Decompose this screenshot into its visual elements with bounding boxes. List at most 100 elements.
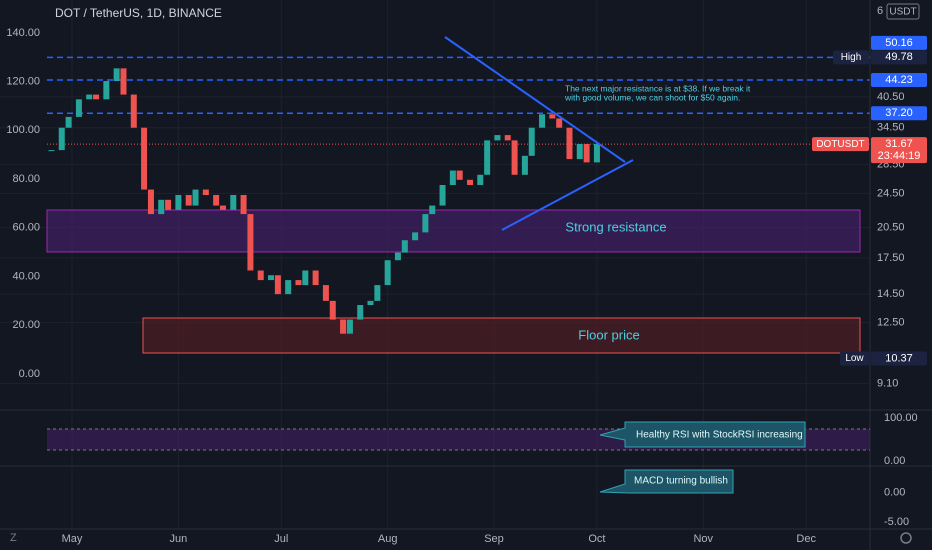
candle (158, 199, 165, 215)
name-tag (833, 50, 869, 65)
settings-icon[interactable] (900, 532, 912, 544)
candle (219, 205, 226, 210)
y-tick-label: 24.50 (877, 187, 905, 199)
candle (367, 300, 374, 306)
candle (521, 155, 528, 175)
callout-text: Healthy RSI with StockRSI increasing (636, 430, 803, 441)
timezone-icon[interactable]: Z (10, 532, 17, 544)
price-tag (871, 73, 927, 88)
x-tick-label: Jun (170, 533, 188, 545)
note: The next major resistance is at $38. If … (565, 83, 751, 93)
symbol-title: DOT / TetherUS, 1D, BINANCE (55, 6, 222, 20)
price-tag-label: 37.20 (885, 107, 913, 119)
candle (202, 189, 209, 196)
y-tick-label: -5.00 (884, 516, 909, 528)
price-tag-label: 10.37 (885, 352, 913, 364)
candle (494, 135, 501, 141)
y-tick-label: 12.50 (877, 317, 905, 329)
candle (103, 81, 110, 100)
name-tag-label: High (841, 52, 862, 63)
price-tag-label: 31.67 (885, 138, 913, 150)
name-tag (812, 137, 869, 152)
left-tick-label: 80.00 (12, 173, 40, 185)
price-tag (871, 50, 927, 65)
candle (120, 68, 127, 95)
candle (65, 116, 72, 128)
candle (422, 214, 429, 233)
candle (484, 140, 491, 175)
candle (165, 199, 172, 210)
x-tick-label: Nov (693, 533, 713, 545)
corner-tick: 6 (877, 5, 883, 17)
candle (285, 280, 292, 295)
candle (274, 275, 281, 295)
candle (75, 99, 82, 117)
callout (599, 469, 734, 494)
x-tick-label: Aug (378, 533, 398, 545)
candle (357, 305, 364, 320)
candle (394, 252, 401, 261)
candle (374, 285, 381, 301)
candle (449, 170, 456, 185)
y-tick-label: 34.50 (877, 122, 905, 134)
left-tick-label: 100.00 (6, 124, 40, 136)
candle (48, 150, 55, 152)
candle (257, 270, 264, 281)
y-tick-label: 0.00 (884, 487, 905, 499)
candle (130, 94, 137, 128)
candle (583, 143, 590, 163)
candle (240, 195, 247, 215)
candles (48, 68, 600, 334)
candle (429, 205, 436, 215)
y-tick-label: 14.50 (877, 288, 905, 300)
price-tag-label: 50.16 (885, 37, 913, 49)
candle (504, 135, 511, 141)
x-tick-label: Jul (274, 533, 288, 545)
trend-line (501, 159, 634, 231)
candle (384, 260, 391, 286)
candle (302, 270, 309, 286)
candle (346, 319, 353, 334)
name-tag (840, 351, 869, 366)
x-tick-label: Oct (588, 533, 605, 545)
name-tag-label: DOTUSDT (816, 139, 864, 150)
x-tick-label: Dec (796, 533, 816, 545)
candle (549, 114, 556, 119)
price-tag-label: 49.78 (885, 51, 913, 63)
price-tag (871, 35, 927, 50)
candle (113, 68, 120, 82)
candle (576, 143, 583, 160)
candle (401, 240, 408, 253)
candle (322, 285, 329, 301)
y-tick-label: 17.50 (877, 252, 905, 264)
y-tick-label: 40.50 (877, 91, 905, 103)
zone-label: Strong resistance (565, 219, 666, 234)
candle (439, 184, 446, 206)
candle (539, 114, 546, 128)
name-tag-label: Low (845, 353, 864, 364)
price-tag (871, 106, 927, 121)
left-tick-label: 120.00 (6, 76, 40, 88)
price-tag (871, 137, 927, 164)
trend-line (444, 36, 626, 163)
y-tick-label: 0.00 (884, 455, 905, 467)
left-tick-label: 60.00 (12, 222, 40, 234)
zone-label: Floor price (578, 327, 639, 342)
candle (511, 140, 518, 175)
candle (329, 300, 336, 320)
candle (147, 189, 154, 215)
countdown: 23:44:19 (878, 150, 921, 162)
y-tick-label: 100.00 (884, 412, 918, 424)
candle (412, 232, 419, 241)
candle (192, 189, 199, 206)
x-tick-label: May (62, 533, 83, 545)
left-tick-label: 140.00 (6, 27, 40, 39)
candle (466, 179, 473, 185)
candle (593, 143, 600, 163)
left-tick-label: 20.00 (12, 319, 40, 331)
candle (566, 127, 573, 160)
candle (93, 94, 100, 100)
candle (268, 275, 275, 281)
candle (528, 127, 535, 156)
